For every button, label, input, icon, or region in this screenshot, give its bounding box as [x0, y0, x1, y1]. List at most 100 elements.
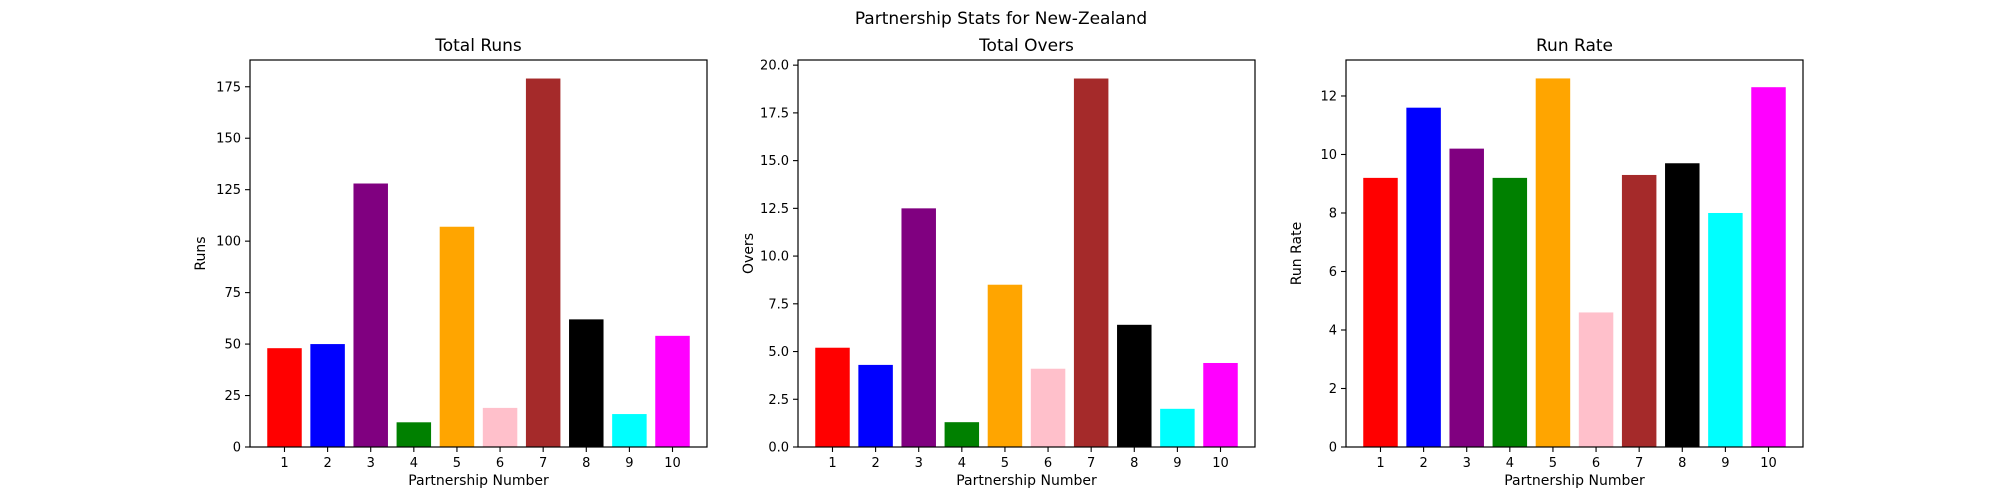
x-tick-label: 2 — [323, 456, 331, 471]
y-axis-label: Run Rate — [1289, 222, 1305, 285]
bar-1 — [1363, 177, 1398, 447]
x-tick-label: 8 — [1130, 456, 1138, 471]
x-tick-label: 3 — [367, 456, 375, 471]
bar-10 — [1751, 87, 1786, 447]
panel-title: Total Runs — [434, 36, 522, 56]
y-tick-label: 2.5 — [768, 393, 789, 408]
y-tick-label: 150 — [216, 132, 241, 147]
x-tick-label: 6 — [496, 456, 504, 471]
x-tick-label: 7 — [1087, 456, 1095, 471]
bar-10 — [1203, 362, 1238, 447]
bar-8 — [1665, 163, 1700, 447]
x-tick-label: 9 — [625, 456, 633, 471]
x-tick-label: 5 — [453, 456, 461, 471]
x-tick-label: 8 — [1678, 456, 1686, 471]
y-tick-label: 0 — [1329, 441, 1337, 456]
y-tick-label: 10.0 — [760, 250, 789, 265]
bar-3 — [353, 183, 388, 447]
y-tick-label: 4 — [1329, 323, 1337, 338]
x-tick-label: 1 — [828, 456, 836, 471]
bar-3 — [901, 208, 936, 447]
x-tick-label: 5 — [1001, 456, 1009, 471]
y-tick-label: 25 — [224, 389, 241, 404]
y-tick-label: 10 — [1320, 148, 1337, 163]
bar-8 — [1117, 324, 1152, 447]
panel-total-overs: 1 2 3 4 5 6 7 8 9 10 0.0 2.5 5.0 7.5 10.0 12.5 15.0 17.5 2… — [741, 36, 1256, 489]
x-tick-label: 6 — [1044, 456, 1052, 471]
bar-4 — [396, 422, 432, 447]
y-axis-label: Overs — [741, 233, 757, 274]
y-tick-label: 125 — [216, 183, 241, 198]
axes-frame — [1345, 59, 1804, 448]
bar-2 — [858, 364, 893, 447]
bar-1 — [267, 348, 302, 447]
figure-title: Partnership Stats for New-Zealand — [855, 9, 1147, 29]
y-tick-label: 50 — [224, 338, 241, 353]
bar-6 — [1578, 312, 1614, 447]
x-axis-label: Partnership Number — [956, 473, 1097, 489]
x-tick-label: 9 — [1173, 456, 1181, 471]
bar-5 — [1535, 78, 1571, 448]
panel-title: Run Rate — [1536, 36, 1613, 56]
y-tick-label: 100 — [216, 235, 241, 250]
axes-frame — [797, 59, 1256, 448]
bar-1 — [815, 347, 850, 447]
x-tick-label: 6 — [1592, 456, 1600, 471]
bar-2 — [310, 344, 345, 447]
x-axis-label: Partnership Number — [408, 473, 549, 489]
y-tick-label: 175 — [216, 80, 241, 95]
bar-2 — [1406, 107, 1441, 448]
x-tick-label: 10 — [1760, 456, 1777, 471]
bar-5 — [987, 284, 1023, 447]
x-tick-label: 4 — [958, 456, 966, 471]
bar-9 — [1708, 212, 1743, 447]
x-tick-label: 8 — [582, 456, 590, 471]
bar-10 — [655, 335, 690, 447]
y-tick-label: 12 — [1320, 89, 1337, 104]
bar-9 — [1160, 408, 1195, 447]
bar-7 — [1073, 78, 1109, 448]
y-tick-label: 75 — [224, 286, 241, 301]
x-tick-label: 1 — [280, 456, 288, 471]
x-tick-label: 3 — [915, 456, 923, 471]
y-tick-label: 2 — [1329, 382, 1337, 397]
x-tick-label: 3 — [1463, 456, 1471, 471]
x-tick-label: 2 — [871, 456, 879, 471]
y-tick-label: 8 — [1329, 206, 1337, 221]
y-tick-label: 17.5 — [760, 106, 789, 121]
y-tick-label: 15.0 — [760, 154, 789, 169]
x-tick-label: 10 — [1212, 456, 1229, 471]
bar-7 — [525, 78, 561, 447]
y-tick-label: 7.5 — [768, 297, 789, 312]
y-tick-label: 0 — [233, 441, 241, 456]
bar-4 — [1492, 177, 1528, 447]
x-tick-label: 4 — [410, 456, 418, 471]
x-axis-label: Partnership Number — [1504, 473, 1645, 489]
y-tick-label: 0.0 — [768, 441, 789, 456]
bar-7 — [1621, 174, 1657, 447]
bar-5 — [439, 226, 475, 447]
y-tick-label: 20.0 — [760, 59, 789, 74]
x-tick-label: 7 — [539, 456, 547, 471]
x-tick-label: 9 — [1721, 456, 1729, 471]
axes-frame — [249, 59, 708, 448]
bar-6 — [482, 407, 518, 447]
x-tick-label: 10 — [664, 456, 681, 471]
y-tick-label: 5.0 — [768, 345, 789, 360]
bar-6 — [1030, 368, 1066, 447]
y-axis-label: Runs — [193, 236, 209, 270]
x-tick-label: 7 — [1635, 456, 1643, 471]
y-tick-label: 6 — [1329, 265, 1337, 280]
panel-title: Total Overs — [978, 36, 1074, 56]
x-tick-label: 5 — [1549, 456, 1557, 471]
x-tick-label: 4 — [1506, 456, 1514, 471]
x-tick-label: 1 — [1376, 456, 1384, 471]
bar-9 — [612, 414, 647, 447]
bar-4 — [944, 422, 980, 447]
bar-8 — [569, 319, 604, 447]
x-tick-label: 2 — [1419, 456, 1427, 471]
y-tick-label: 12.5 — [760, 202, 789, 217]
